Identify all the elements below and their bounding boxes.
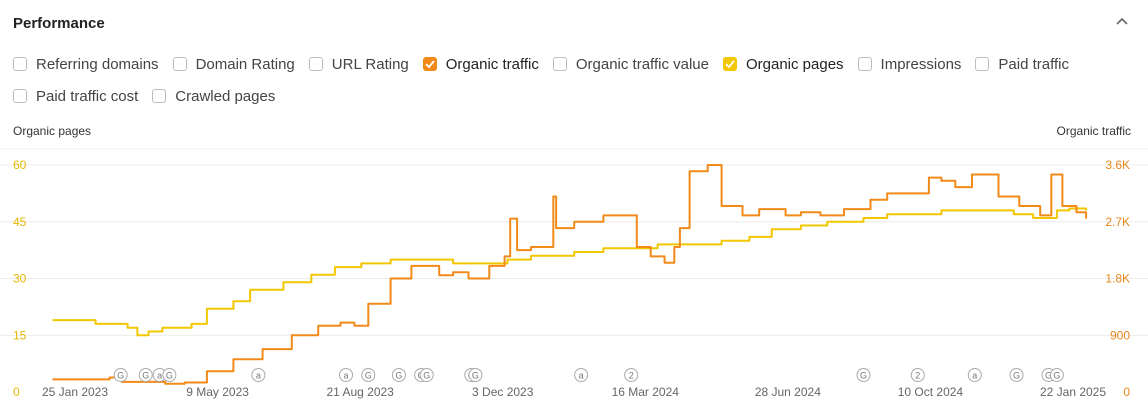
metric-label: Organic traffic: [445, 55, 539, 73]
annotation-marker: [967, 368, 982, 382]
right-axis-title: Organic traffic: [1056, 124, 1131, 138]
metric-organic-pages[interactable]: Organic pages: [722, 55, 844, 73]
annotation-marker: [251, 368, 266, 382]
annotation-marker: [1009, 368, 1024, 382]
metric-paid-traffic[interactable]: Paid traffic: [975, 56, 1069, 73]
checkbox-icon[interactable]: [722, 57, 737, 71]
performance-chart: 0 0 15 900 30 1.8K 45 2.7K 60 3.6K 25 Jan 2023 9 Ma…: [0, 148, 1148, 399]
right-tick-label: 900: [1110, 328, 1130, 342]
annotation-marker: [391, 368, 406, 382]
annotation-symbol: G: [117, 371, 124, 381]
annotation-marker: [138, 368, 153, 382]
metric-label: Paid traffic: [998, 55, 1069, 73]
metric-row: Referring domains Domain Rating URL Rating…: [13, 53, 1123, 75]
x-tick-label: 16 Mar 2024: [612, 385, 680, 399]
checkbox-icon[interactable]: [308, 57, 323, 71]
metric-organic-traffic[interactable]: Organic traffic: [422, 55, 539, 73]
left-tick-label: 45: [13, 215, 27, 229]
left-tick-label: 15: [13, 328, 27, 342]
series-line-organic-traffic: [52, 164, 1088, 385]
metric-domain-rating[interactable]: Domain Rating: [172, 55, 295, 73]
right-tick-label: 0: [1123, 385, 1130, 399]
checkbox-icon[interactable]: [152, 89, 167, 103]
checkbox-icon[interactable]: [552, 57, 567, 71]
section-title: Performance: [13, 15, 105, 32]
annotation-marker: [419, 368, 434, 382]
right-tick-label: 2.7K: [1105, 215, 1130, 229]
annotation-symbol: G: [1013, 371, 1020, 381]
x-tick-label: 3 Dec 2023: [472, 385, 534, 399]
x-tick-label: 10 Oct 2024: [898, 385, 964, 399]
left-tick-label: 30: [13, 272, 27, 286]
annotation-symbol: G: [423, 371, 430, 381]
metric-label: Impressions: [880, 55, 962, 73]
annotation-marker: [113, 368, 128, 382]
metric-label: Organic traffic value: [575, 55, 709, 73]
metric-row: Paid traffic cost Crawled pages: [13, 85, 1123, 107]
checkbox-icon[interactable]: [422, 57, 437, 71]
metric-organic-traffic-value[interactable]: Organic traffic value: [552, 55, 709, 73]
annotation-symbol: a: [972, 371, 977, 381]
annotation-marker: [468, 368, 483, 382]
annotation-symbol: a: [579, 371, 584, 381]
metric-paid-traffic-cost[interactable]: Paid traffic cost: [13, 88, 138, 105]
annotation-marker: [1049, 368, 1064, 382]
metric-label: Domain Rating: [195, 55, 295, 73]
metric-referring-domains[interactable]: Referring domains: [13, 56, 159, 73]
checkbox-icon[interactable]: [172, 57, 187, 71]
x-tick-label: 25 Jan 2023: [42, 385, 108, 399]
annotation-symbol: G: [365, 371, 372, 381]
x-tick-label: 28 Jun 2024: [755, 385, 821, 399]
annotation-marker: [339, 368, 354, 382]
metric-label: Organic pages: [745, 55, 844, 73]
checkbox-icon[interactable]: [13, 57, 27, 71]
annotation-symbol: G: [1053, 371, 1060, 381]
annotation-marker: [361, 368, 376, 382]
annotation-symbol: 2: [629, 371, 634, 381]
annotation-symbol: a: [256, 371, 261, 381]
right-tick-label: 1.8K: [1105, 272, 1130, 286]
metric-label: Paid traffic cost: [36, 87, 139, 105]
annotation-symbol: a: [344, 371, 349, 381]
checkbox-icon[interactable]: [857, 57, 872, 71]
annotation-marker: [574, 368, 589, 382]
metric-label: Crawled pages: [175, 87, 276, 105]
annotation-marker: [624, 368, 639, 382]
annotation-symbol: G: [1045, 371, 1052, 381]
right-tick-label: 3.6K: [1105, 158, 1130, 172]
left-axis-title: Organic pages: [13, 124, 92, 138]
annotation-symbol: G: [860, 371, 867, 381]
series-line-organic-pages: [52, 207, 1088, 337]
annotation-symbol: G: [142, 371, 149, 381]
annotation-marker: [162, 368, 177, 382]
metric-impressions[interactable]: Impressions: [857, 55, 962, 73]
chevron-up-icon[interactable]: [1114, 14, 1130, 30]
checkbox-icon[interactable]: [13, 89, 27, 103]
annotation-symbol: G: [166, 371, 173, 381]
checkbox-icon[interactable]: [975, 57, 990, 71]
annotation-marker: [856, 368, 871, 382]
annotation-symbol: a: [157, 371, 162, 381]
metric-selector: Referring domains Domain Rating URL Rating…: [13, 53, 1123, 117]
annotation-symbol: G: [472, 371, 479, 381]
x-tick-label: 21 Aug 2023: [326, 385, 394, 399]
x-tick-label: 9 May 2023: [186, 385, 249, 399]
annotation-marker: [910, 368, 925, 382]
metric-crawled-pages[interactable]: Crawled pages: [152, 88, 275, 105]
annotation-symbol: G: [395, 371, 402, 381]
metric-label: Referring domains: [36, 55, 159, 73]
metric-label: URL Rating: [331, 55, 409, 73]
x-tick-label: 22 Jan 2025: [1040, 385, 1106, 399]
left-tick-label: 60: [13, 158, 27, 172]
metric-url-rating[interactable]: URL Rating: [308, 55, 409, 73]
left-tick-label: 0: [13, 385, 20, 399]
annotation-symbol: 2: [915, 371, 920, 381]
